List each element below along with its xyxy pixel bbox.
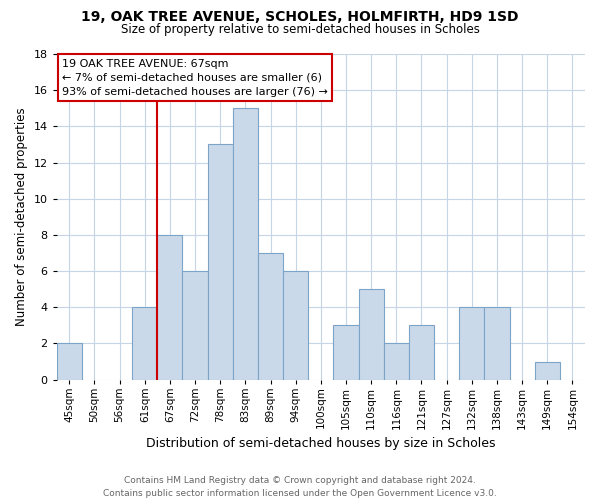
Bar <box>132 307 157 380</box>
Bar <box>535 362 560 380</box>
Bar <box>283 271 308 380</box>
X-axis label: Distribution of semi-detached houses by size in Scholes: Distribution of semi-detached houses by … <box>146 437 496 450</box>
Bar <box>484 307 509 380</box>
Text: 19, OAK TREE AVENUE, SCHOLES, HOLMFIRTH, HD9 1SD: 19, OAK TREE AVENUE, SCHOLES, HOLMFIRTH,… <box>81 10 519 24</box>
Y-axis label: Number of semi-detached properties: Number of semi-detached properties <box>15 108 28 326</box>
Bar <box>57 344 82 380</box>
Bar <box>359 289 384 380</box>
Bar <box>258 253 283 380</box>
Text: Size of property relative to semi-detached houses in Scholes: Size of property relative to semi-detach… <box>121 22 479 36</box>
Text: Contains HM Land Registry data © Crown copyright and database right 2024.
Contai: Contains HM Land Registry data © Crown c… <box>103 476 497 498</box>
Bar <box>459 307 484 380</box>
Bar <box>233 108 258 380</box>
Bar <box>208 144 233 380</box>
Bar <box>409 326 434 380</box>
Text: 19 OAK TREE AVENUE: 67sqm
← 7% of semi-detached houses are smaller (6)
93% of se: 19 OAK TREE AVENUE: 67sqm ← 7% of semi-d… <box>62 59 328 97</box>
Bar <box>334 326 359 380</box>
Bar <box>182 271 208 380</box>
Bar <box>384 344 409 380</box>
Bar <box>157 235 182 380</box>
